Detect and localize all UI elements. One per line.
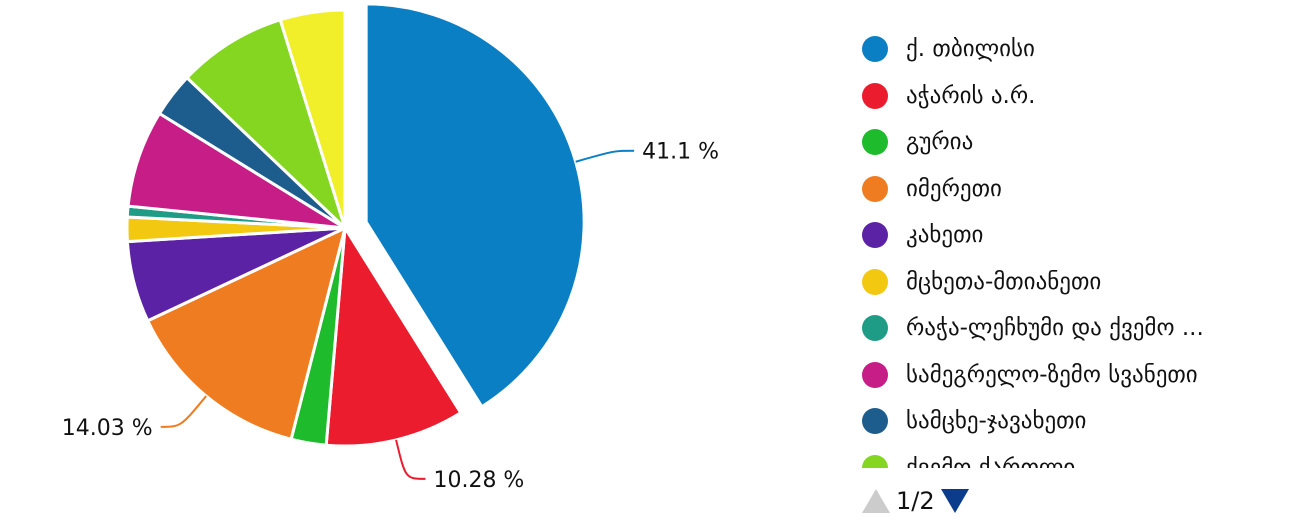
legend-item[interactable]: იმერეთი: [862, 166, 1299, 213]
triangle-up-icon[interactable]: [862, 489, 890, 513]
legend-item[interactable]: რაჭა-ლეჩხუმი და ქვემო ...: [862, 305, 1299, 352]
legend-label: ქვემო ქართლი: [906, 454, 1076, 468]
pie-slice[interactable]: [324, 226, 463, 448]
pie-chart-svg: 41.1 % 10.28 % 14.03 %: [62, 2, 719, 493]
data-label-connector: [395, 439, 426, 480]
legend-swatch: [862, 82, 888, 109]
pie-slice[interactable]: [278, 8, 347, 230]
data-label-connector: [160, 395, 207, 428]
legend-label: სამცხე-ჯავახეთი: [906, 408, 1087, 435]
legend-page-indicator: 1/2: [896, 487, 935, 515]
data-label: 14.03 %: [62, 416, 153, 441]
data-label-connector: [575, 149, 635, 163]
legend-label: იმერეთი: [906, 175, 1002, 202]
legend-label: რაჭა-ლეჩხუმი და ქვემო ...: [906, 315, 1204, 342]
pie-slice[interactable]: [146, 226, 347, 441]
legend-item[interactable]: კახეთი: [862, 212, 1299, 259]
legend-swatch: [862, 36, 888, 63]
legend-swatch: [862, 408, 888, 435]
legend-label: სამეგრელო-ზემო სვანეთი: [906, 361, 1198, 388]
legend-pagination: 1/2: [862, 484, 969, 518]
legend-item[interactable]: სამცხე-ჯავახეთი: [862, 398, 1299, 445]
legend-swatch: [862, 454, 888, 468]
legend-swatch: [862, 268, 888, 295]
legend-swatch: [862, 175, 888, 202]
legend-swatch: [862, 129, 888, 156]
legend-swatch: [862, 315, 888, 342]
legend-item[interactable]: ქვემო ქართლი: [862, 445, 1299, 468]
legend-label: აჭარის ა.რ.: [906, 82, 1036, 109]
pie-chart: 41.1 % 10.28 % 14.03 %: [62, 2, 719, 493]
legend-label: კახეთი: [906, 222, 984, 249]
triangle-down-icon[interactable]: [940, 489, 969, 513]
legend-item[interactable]: სამეგრელო-ზემო სვანეთი: [862, 352, 1299, 399]
pie-slice[interactable]: [185, 18, 347, 230]
legend-item[interactable]: მცხეთა-მთიანეთი: [862, 259, 1299, 306]
legend-label: გურია: [906, 129, 974, 156]
legend-swatch: [862, 361, 888, 388]
legend-item[interactable]: აჭარის ა.რ.: [862, 73, 1299, 120]
data-label: 10.28 %: [433, 468, 524, 493]
legend-label: მცხეთა-მთიანეთი: [906, 268, 1102, 295]
pie-slice[interactable]: [126, 111, 347, 230]
legend: ქ. თბილისი აჭარის ა.რ. გურია იმერეთი კახეთი მ…: [862, 26, 1299, 468]
legend-item[interactable]: ქ. თბილისი: [862, 26, 1299, 73]
data-label: 41.1 %: [642, 140, 719, 165]
legend-label: ქ. თბილისი: [906, 36, 1035, 63]
legend-item[interactable]: გურია: [862, 119, 1299, 166]
legend-swatch: [862, 222, 888, 249]
